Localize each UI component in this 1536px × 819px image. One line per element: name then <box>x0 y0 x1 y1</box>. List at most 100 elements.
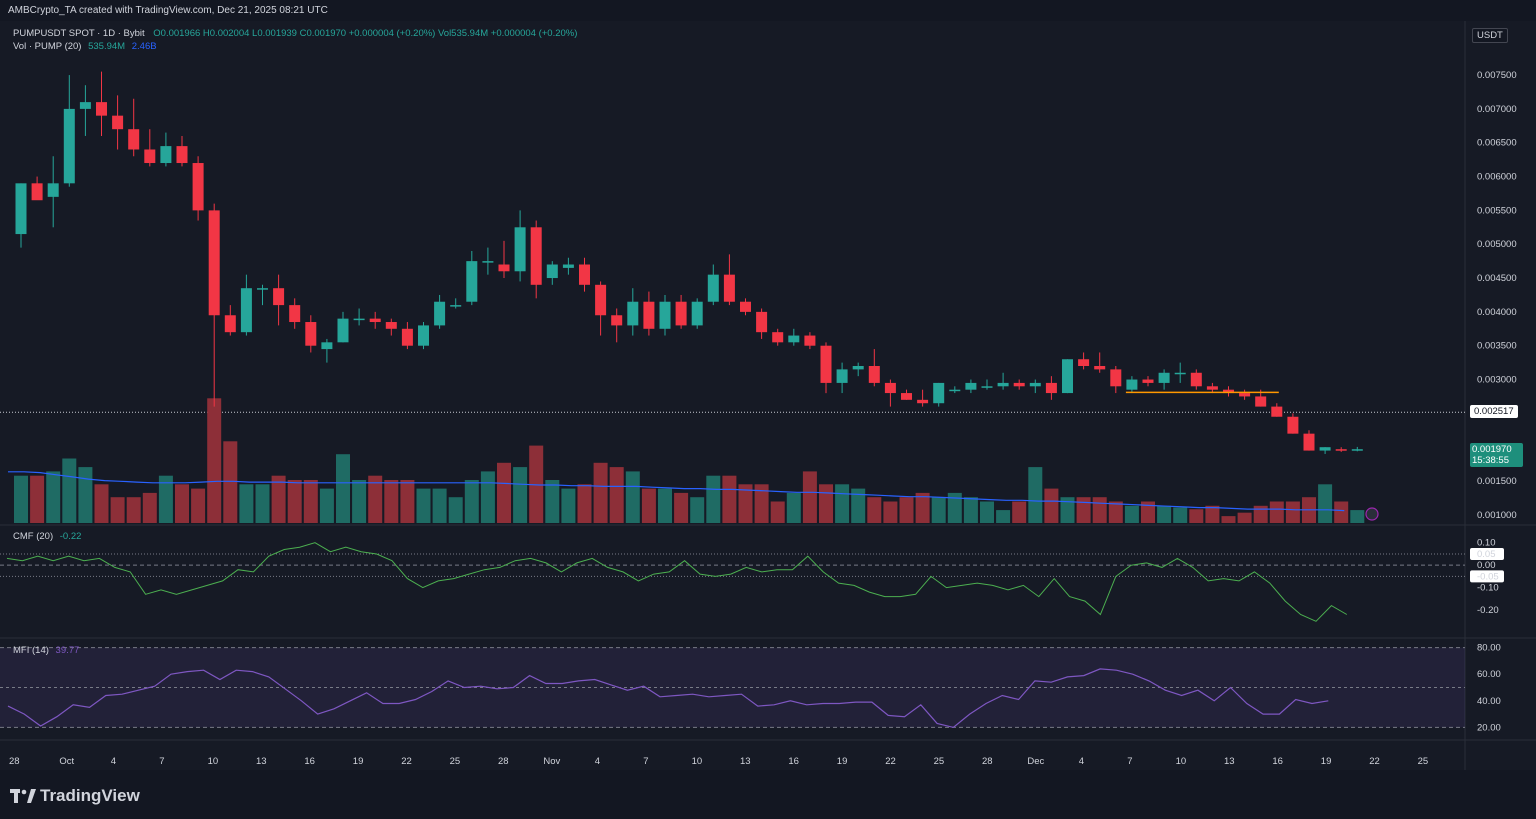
volume-bar <box>416 488 431 523</box>
chart-canvas[interactable]: 0.007500 0.007000 0.006500 0.006000 0.005500… <box>0 21 1536 770</box>
price-tick-label: 0.006500 <box>1477 138 1517 149</box>
time-tick-label: 13 <box>256 756 267 767</box>
volume-bar <box>464 480 479 523</box>
volume-bar <box>1318 484 1333 523</box>
volume-bar <box>577 484 592 523</box>
time-tick-label: 16 <box>1272 756 1283 767</box>
candle-body <box>1190 372 1202 387</box>
candle-body <box>675 301 687 326</box>
price-tick-label: 0.003000 <box>1477 375 1517 386</box>
cmf-level-tag <box>1470 547 1504 560</box>
candle-body <box>981 386 993 388</box>
candle-body <box>466 261 478 302</box>
candle-body <box>1142 379 1154 383</box>
candle-body <box>1303 433 1315 451</box>
price-tick-label: 0.005000 <box>1477 239 1517 250</box>
candle-body <box>611 315 623 326</box>
candle-body <box>192 163 204 211</box>
candle-body <box>659 301 671 329</box>
candle-body <box>305 322 317 346</box>
cmf-tick-label: 0.05 <box>1477 549 1496 560</box>
volume-bar <box>1350 510 1365 523</box>
candle-body <box>1319 447 1331 451</box>
chart-frame[interactable] <box>0 21 1536 770</box>
candle-body <box>482 261 494 263</box>
price-tick-label: 0.003500 <box>1477 341 1517 352</box>
volume-bar <box>754 484 769 523</box>
volume-bar <box>1044 488 1059 523</box>
last-price-value: 0.001970 <box>1472 444 1512 455</box>
time-tick-label: 16 <box>788 756 799 767</box>
volume-bar <box>593 462 608 523</box>
cmf-tick-label: -0.05 <box>1477 571 1499 582</box>
candle-body <box>369 318 381 323</box>
volume-bar <box>175 484 189 523</box>
candle-body <box>1271 406 1283 417</box>
bar-countdown: 15:38:55 <box>1472 455 1509 466</box>
symbol-legend: PUMPUSDT SPOT · 1D · Bybit O0.001966 H0.… <box>13 28 577 39</box>
volume-ma-value: 2.46B <box>131 41 157 52</box>
volume-bar <box>899 497 914 523</box>
volume-bar <box>1221 516 1236 523</box>
price-tick-label: 0.005500 <box>1477 205 1517 216</box>
candle-body <box>756 311 768 333</box>
candle-body <box>933 382 945 404</box>
volume-bar <box>980 501 994 523</box>
volume-bar <box>561 488 576 523</box>
candle-body <box>788 335 800 343</box>
volume-bar <box>78 467 93 523</box>
cmf-title[interactable]: CMF (20) <box>13 531 54 542</box>
candle-body <box>691 301 703 326</box>
candle-body <box>852 366 864 370</box>
candle-body <box>1045 382 1057 394</box>
time-tick-label: 16 <box>304 756 315 767</box>
volume-bar <box>319 488 334 523</box>
time-tick-label: 25 <box>450 756 461 767</box>
time-tick-label: Nov <box>543 756 560 767</box>
volume-bar <box>94 484 109 523</box>
volume-bar <box>239 484 254 523</box>
volume-bar <box>110 497 125 523</box>
cmf-tick-label: 0.10 <box>1477 538 1496 549</box>
volume-bar <box>448 497 463 523</box>
time-tick-label: 4 <box>1079 756 1084 767</box>
volume-bar <box>142 492 157 523</box>
candle-body <box>820 345 832 383</box>
tradingview-logo[interactable]: TradingView <box>10 786 140 806</box>
volume-bar <box>480 471 495 523</box>
volume-bar <box>400 480 415 523</box>
time-tick-label: 22 <box>401 756 412 767</box>
volume-bar <box>1285 501 1300 523</box>
time-tick-label: 25 <box>1418 756 1429 767</box>
volume-bar <box>384 480 399 523</box>
candle-body <box>997 382 1009 387</box>
volume-bar <box>1092 497 1107 523</box>
volume-bar <box>786 492 801 523</box>
candle-body <box>418 325 429 346</box>
volume-bar <box>287 480 302 523</box>
candle-body <box>1029 382 1041 387</box>
volume-bar <box>62 458 77 523</box>
volume-bar <box>963 497 978 523</box>
candle-body <box>208 210 220 316</box>
volume-bar <box>819 484 833 523</box>
mfi-title[interactable]: MFI (14) <box>13 645 49 656</box>
currency-badge[interactable]: USDT <box>1472 28 1508 43</box>
candle-body <box>1158 372 1170 383</box>
time-tick-label: 13 <box>1224 756 1235 767</box>
cmf-level-tag <box>1470 570 1504 583</box>
cmf-tick-label: -0.20 <box>1477 605 1499 616</box>
volume-title[interactable]: Vol · PUMP (20) <box>13 41 82 52</box>
volume-bar <box>1076 497 1091 523</box>
volume-bar <box>352 480 367 523</box>
volume-bar <box>545 480 560 523</box>
volume-bar <box>996 510 1011 523</box>
symbol-title[interactable]: PUMPUSDT SPOT · 1D · Bybit <box>13 28 145 39</box>
candle-body <box>546 264 558 279</box>
footer-bar <box>0 770 1536 819</box>
volume-bar <box>1141 501 1155 523</box>
candle-body <box>353 318 365 321</box>
candle-body <box>1335 449 1347 451</box>
bar-replay-icon <box>1365 507 1379 521</box>
time-tick-label: 28 <box>9 756 20 767</box>
